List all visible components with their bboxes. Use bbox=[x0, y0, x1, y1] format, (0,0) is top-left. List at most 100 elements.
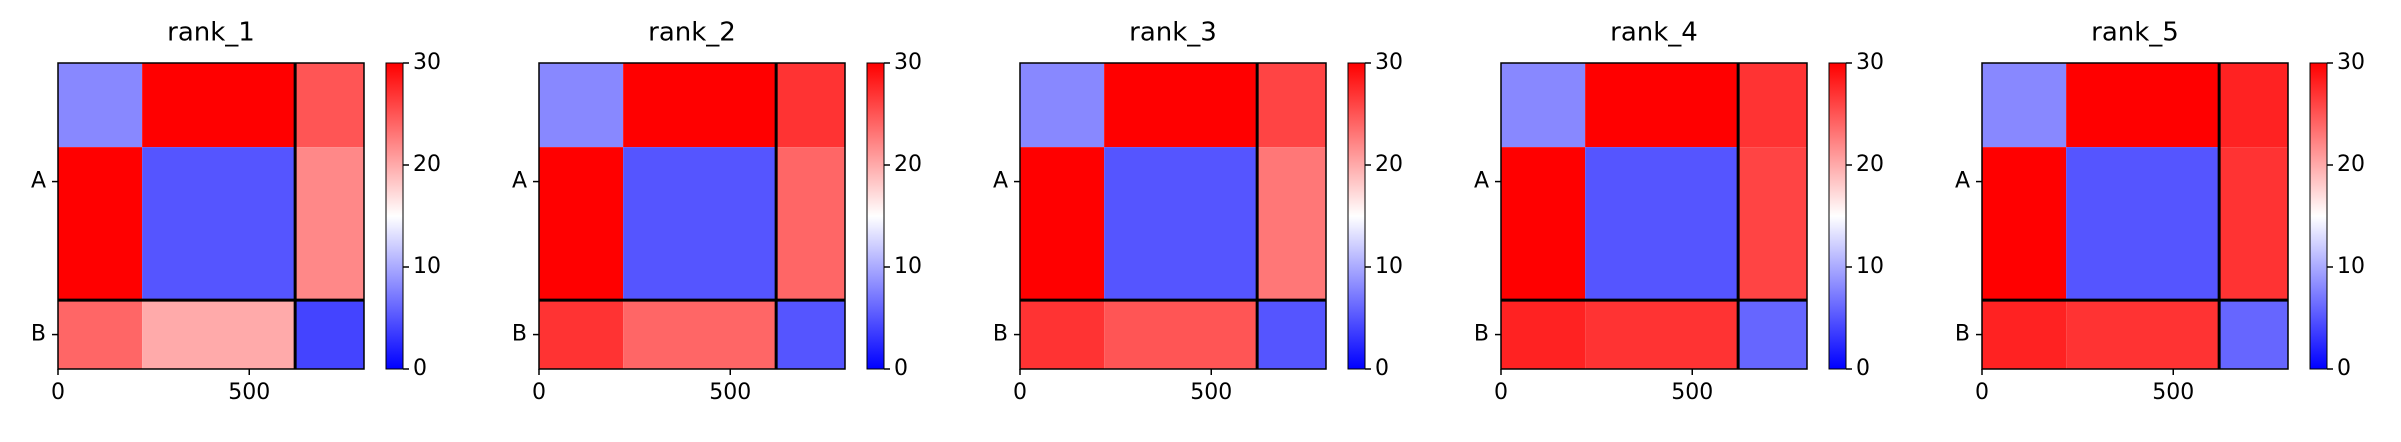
heatmap-cell bbox=[295, 147, 364, 301]
heatmap-cell bbox=[295, 63, 364, 148]
heatmap-cell bbox=[1257, 300, 1326, 369]
colorbar-tick-label: 0 bbox=[1856, 356, 1870, 381]
heatmap-cell bbox=[539, 63, 624, 148]
heatmap-cell bbox=[1982, 300, 2067, 369]
heatmap-cell bbox=[776, 147, 845, 301]
y-tick-label: B bbox=[993, 322, 1008, 347]
colorbar bbox=[2309, 62, 2328, 370]
heatmap-cell bbox=[2219, 300, 2288, 369]
heatmap-cell bbox=[1738, 63, 1807, 148]
heatmap-cell bbox=[623, 147, 777, 301]
heatmap-cell bbox=[58, 63, 143, 148]
heatmap-cell bbox=[142, 300, 296, 369]
colorbar-tick-label: 20 bbox=[2337, 152, 2365, 177]
heatmap-cell bbox=[2219, 63, 2288, 148]
heatmap-cell bbox=[1104, 147, 1258, 301]
colorbar bbox=[1347, 62, 1366, 370]
heatmap-cell bbox=[1585, 147, 1739, 301]
colorbar-tick-label: 10 bbox=[894, 254, 922, 279]
chart-title: rank_2 bbox=[648, 18, 736, 48]
y-tick-label: A bbox=[512, 169, 527, 194]
x-tick-label: 0 bbox=[1494, 380, 1508, 405]
heatmap-cell bbox=[1104, 63, 1258, 148]
x-tick-label: 500 bbox=[1671, 380, 1713, 405]
x-tick-label: 500 bbox=[2152, 380, 2194, 405]
heatmap-cell bbox=[1982, 63, 2067, 148]
colorbar-tick-label: 20 bbox=[413, 152, 441, 177]
colorbar-tick-label: 10 bbox=[2337, 254, 2365, 279]
colorbar bbox=[385, 62, 404, 370]
colorbar-tick-label: 30 bbox=[894, 50, 922, 75]
y-tick-label: B bbox=[512, 322, 527, 347]
colorbar-tick-label: 0 bbox=[2337, 356, 2351, 381]
heatmap-cell bbox=[1257, 147, 1326, 301]
heatmap-cell bbox=[1982, 147, 2067, 301]
heatmap-cell bbox=[1501, 63, 1586, 148]
plot-frame bbox=[1019, 62, 1327, 370]
colorbar bbox=[866, 62, 885, 370]
heatmap-cell bbox=[1501, 147, 1586, 301]
y-tick-label: A bbox=[993, 169, 1008, 194]
heatmap-cell bbox=[1020, 300, 1105, 369]
plot-frame bbox=[538, 62, 846, 370]
heatmap-cell bbox=[1020, 147, 1105, 301]
colorbar-tick-label: 30 bbox=[2337, 50, 2365, 75]
y-tick-label: A bbox=[1474, 169, 1489, 194]
heatmap-cell bbox=[58, 147, 143, 301]
colorbar-tick-label: 10 bbox=[1375, 254, 1403, 279]
chart-title: rank_5 bbox=[2091, 18, 2179, 48]
heatmap-cell bbox=[1585, 63, 1739, 148]
y-tick-label: A bbox=[31, 169, 46, 194]
plot-frame bbox=[57, 62, 365, 370]
heatmap-cell bbox=[1501, 300, 1586, 369]
colorbar-tick-label: 30 bbox=[413, 50, 441, 75]
colorbar-tick-label: 20 bbox=[1375, 152, 1403, 177]
heatmap-cell bbox=[539, 147, 624, 301]
heatmap-cell bbox=[295, 300, 364, 369]
x-tick-label: 500 bbox=[1190, 380, 1232, 405]
x-tick-label: 500 bbox=[709, 380, 751, 405]
chart-title: rank_4 bbox=[1610, 18, 1698, 48]
x-tick-label: 500 bbox=[228, 380, 270, 405]
x-tick-label: 0 bbox=[51, 380, 65, 405]
heatmap-cell bbox=[142, 63, 296, 148]
heatmap-cell bbox=[539, 300, 624, 369]
colorbar-tick-label: 20 bbox=[1856, 152, 1884, 177]
colorbar-tick-label: 30 bbox=[1856, 50, 1884, 75]
heatmap-cell bbox=[2066, 63, 2220, 148]
y-tick-label: A bbox=[1955, 169, 1970, 194]
chart-title: rank_3 bbox=[1129, 18, 1217, 48]
heatmap-cell bbox=[623, 300, 777, 369]
colorbar-tick-label: 10 bbox=[413, 254, 441, 279]
heatmap-cell bbox=[1738, 300, 1807, 369]
colorbar-tick-label: 0 bbox=[413, 356, 427, 381]
plot-frame bbox=[1981, 62, 2289, 370]
heatmap-cell bbox=[2066, 147, 2220, 301]
heatmap-cell bbox=[1738, 147, 1807, 301]
heatmap-cell bbox=[623, 63, 777, 148]
colorbar-tick-label: 0 bbox=[1375, 356, 1389, 381]
y-tick-label: B bbox=[1474, 322, 1489, 347]
x-tick-label: 0 bbox=[1975, 380, 1989, 405]
colorbar-tick-label: 0 bbox=[894, 356, 908, 381]
colorbar bbox=[1828, 62, 1847, 370]
heatmap-cell bbox=[2066, 300, 2220, 369]
heatmap-cell bbox=[776, 300, 845, 369]
y-tick-label: B bbox=[31, 322, 46, 347]
colorbar-tick-label: 30 bbox=[1375, 50, 1403, 75]
x-tick-label: 0 bbox=[1013, 380, 1027, 405]
heatmap-cell bbox=[1020, 63, 1105, 148]
colorbar-tick-label: 10 bbox=[1856, 254, 1884, 279]
heatmap-cell bbox=[2219, 147, 2288, 301]
heatmap-cell bbox=[776, 63, 845, 148]
heatmap-cell bbox=[1257, 63, 1326, 148]
colorbar-tick-label: 20 bbox=[894, 152, 922, 177]
heatmap-cell bbox=[1104, 300, 1258, 369]
heatmap-cell bbox=[58, 300, 143, 369]
heatmap-cell bbox=[1585, 300, 1739, 369]
plot-frame bbox=[1500, 62, 1808, 370]
x-tick-label: 0 bbox=[532, 380, 546, 405]
y-tick-label: B bbox=[1955, 322, 1970, 347]
heatmap-cell bbox=[142, 147, 296, 301]
